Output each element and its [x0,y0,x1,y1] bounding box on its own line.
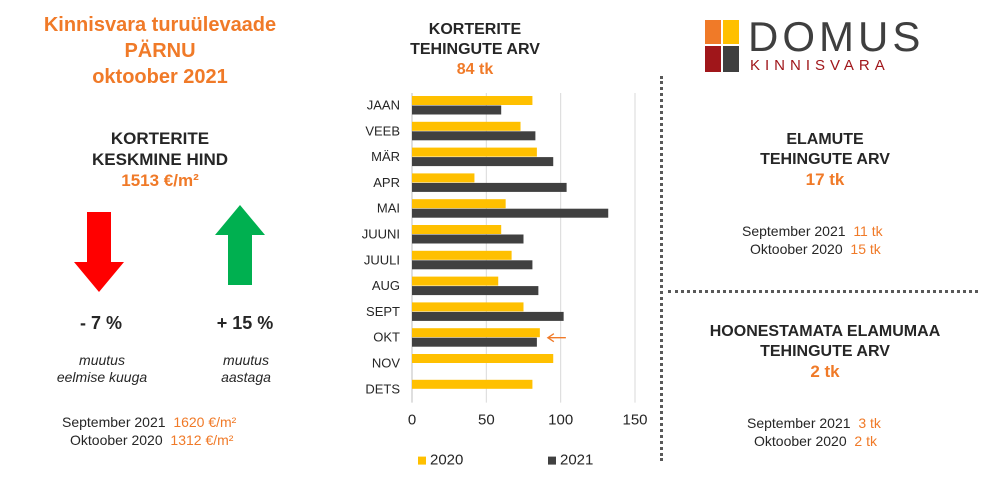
category-label: MAI [377,201,400,216]
bar-2020 [412,302,524,312]
legend-label: 2021 [560,452,593,469]
horizontal-divider [668,290,978,293]
category-label: JAAN [367,98,400,113]
year-change-label-1: muutus [223,352,269,368]
land-title-1: HOONESTAMATA ELAMUMAA [709,323,941,340]
x-tick-label: 150 [622,412,647,429]
vertical-divider [660,76,663,461]
year-change-label: muutus aastaga [181,352,311,386]
bar-2020 [412,276,499,286]
comparison-label: September 2021 [747,415,851,431]
houses-title-2: TEHINGUTE ARV [760,151,890,168]
comparison-label: September 2021 [62,414,166,430]
chart-title: KORTERITE TEHINGUTE ARV 84 tk [395,20,555,80]
comparison-value: 1620 €/m² [173,414,237,430]
logo-subtitle: KINNISVARA [750,57,890,74]
category-label: DETS [365,381,400,396]
logo-mark-icon [705,20,739,72]
comparison-label: Oktoober 2020 [70,432,163,448]
bar-2020 [412,328,540,338]
category-label: MÄR [371,149,400,164]
logo-word: DOMUS [748,13,925,60]
comparison-value: 11 tk [853,223,883,239]
bar-2021 [412,337,537,347]
comparison-value: 2 tk [854,433,877,449]
highlight-arrow-head-icon [546,333,555,343]
legend-swatch [548,456,556,465]
avg-price-heading: KORTERITE KESKMINE HIND 1513 €/m² [40,128,280,191]
avg-price-title-1: KORTERITE [110,129,210,148]
bar-2020 [412,199,506,209]
avg-price-comparison-row: September 2021 1620 €/m² [62,413,236,431]
bar-2021 [412,286,539,296]
category-label: OKT [373,330,400,345]
houses-heading: ELAMUTE TEHINGUTE ARV 17 tk [700,130,950,190]
comparison-label: Oktoober 2020 [754,433,847,449]
bar-2020 [412,354,554,363]
category-label: SEPT [366,304,400,319]
category-label: APR [373,175,400,190]
domus-logo: DOMUS KINNISVARA [693,12,955,80]
houses-title-1: ELAMUTE [786,131,864,148]
chart-title-2: TEHINGUTE ARV [410,41,540,58]
bar-2020 [412,121,521,131]
month-change-value: - 7 % [79,313,122,333]
month-change-label-1: muutus [79,352,125,368]
bar-2020 [412,96,533,105]
category-label: JUUNI [362,227,400,242]
bar-2021 [412,208,609,218]
month-change-label: muutus eelmise kuuga [37,352,167,386]
comparison-value: 1312 €/m² [170,432,234,448]
comparison-label: September 2021 [742,223,846,239]
bar-2021 [412,311,564,321]
month-change-label-2: eelmise kuuga [56,369,148,385]
category-label: VEEB [365,123,400,138]
title-line-2: PÄRNU [124,40,196,62]
bar-2021 [412,105,502,115]
avg-price-value: 1513 €/m² [121,171,199,190]
houses-comparison-row: Oktoober 2020 15 tk [750,240,881,258]
legend-label: 2020 [430,452,463,469]
bar-2020 [412,379,533,389]
land-title-2: TEHINGUTE ARV [760,343,890,360]
category-label: NOV [372,356,401,371]
land-heading: HOONESTAMATA ELAMUMAA TEHINGUTE ARV 2 tk [675,322,975,382]
legend-swatch [418,456,426,465]
apartments-bar-chart: 0 50 100 150 JAAN VEEB MÄR APR MAI JUUNI JUULI AUG S… [362,93,648,469]
land-comparison-row: Oktoober 2020 2 tk [754,432,877,450]
x-tick-label: 0 [408,412,416,429]
year-change-label-2: aastaga [221,369,271,385]
bar-2021 [412,234,524,244]
avg-price-comparison-row: Oktoober 2020 1312 €/m² [70,431,233,449]
arrow-up-icon [215,205,265,285]
land-value: 2 tk [810,362,840,381]
chart-title-1: KORTERITE [428,21,522,38]
arrow-down-icon [74,212,124,292]
comparison-value: 3 tk [858,415,881,431]
bar-2020 [412,250,512,260]
avg-price-title-2: KESKMINE HIND [91,150,228,169]
comparison-value: 15 tk [850,241,881,257]
chart-total-value: 84 tk [456,61,494,78]
category-label: JUULI [364,252,400,267]
bar-2020 [412,147,537,157]
title-line-3: oktoober 2021 [92,66,228,88]
x-tick-label: 50 [478,412,495,429]
category-label: AUG [372,278,400,293]
houses-value: 17 tk [805,170,845,189]
bar-2020 [412,225,502,234]
houses-comparison-row: September 2021 11 tk [742,222,883,240]
land-comparison-row: September 2021 3 tk [747,414,881,432]
comparison-label: Oktoober 2020 [750,241,843,257]
title-line-1: Kinnisvara turuülevaade [43,14,277,36]
bar-2021 [412,182,567,192]
bar-2020 [412,173,475,183]
bar-2021 [412,131,536,141]
year-change-value: + 15 % [216,313,274,333]
bar-2021 [412,260,533,270]
main-title: Kinnisvara turuülevaade PÄRNU oktoober 2… [10,12,310,90]
bar-2021 [412,157,554,167]
x-tick-label: 100 [548,412,573,429]
